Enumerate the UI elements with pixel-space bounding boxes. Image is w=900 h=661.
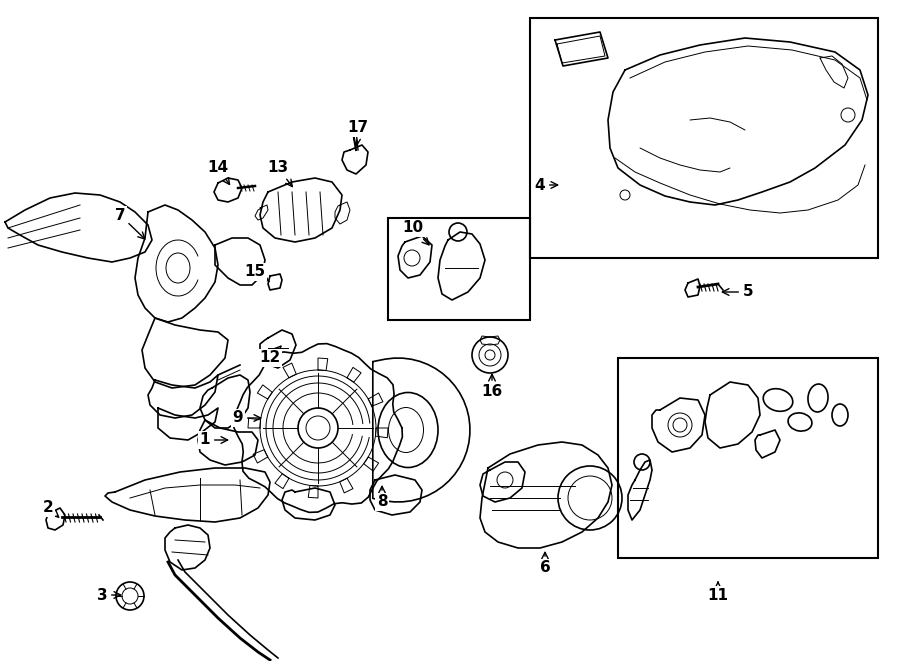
Text: 16: 16 <box>482 374 502 399</box>
Bar <box>618 358 878 558</box>
Text: 4: 4 <box>535 178 558 192</box>
Text: 8: 8 <box>377 486 387 510</box>
Bar <box>388 218 530 320</box>
Text: 11: 11 <box>707 582 728 602</box>
Bar <box>530 18 878 258</box>
Text: 17: 17 <box>347 120 369 145</box>
Text: 14: 14 <box>207 161 230 184</box>
Text: 13: 13 <box>267 161 293 186</box>
Text: 7: 7 <box>114 208 145 239</box>
Text: 15: 15 <box>245 264 269 282</box>
Text: 2: 2 <box>42 500 58 517</box>
Text: 5: 5 <box>723 284 753 299</box>
Text: 3: 3 <box>96 588 121 602</box>
Text: 9: 9 <box>233 410 261 426</box>
Text: 6: 6 <box>540 553 551 576</box>
Text: 12: 12 <box>259 346 281 366</box>
Text: 10: 10 <box>402 221 429 245</box>
Text: 1: 1 <box>200 432 228 447</box>
